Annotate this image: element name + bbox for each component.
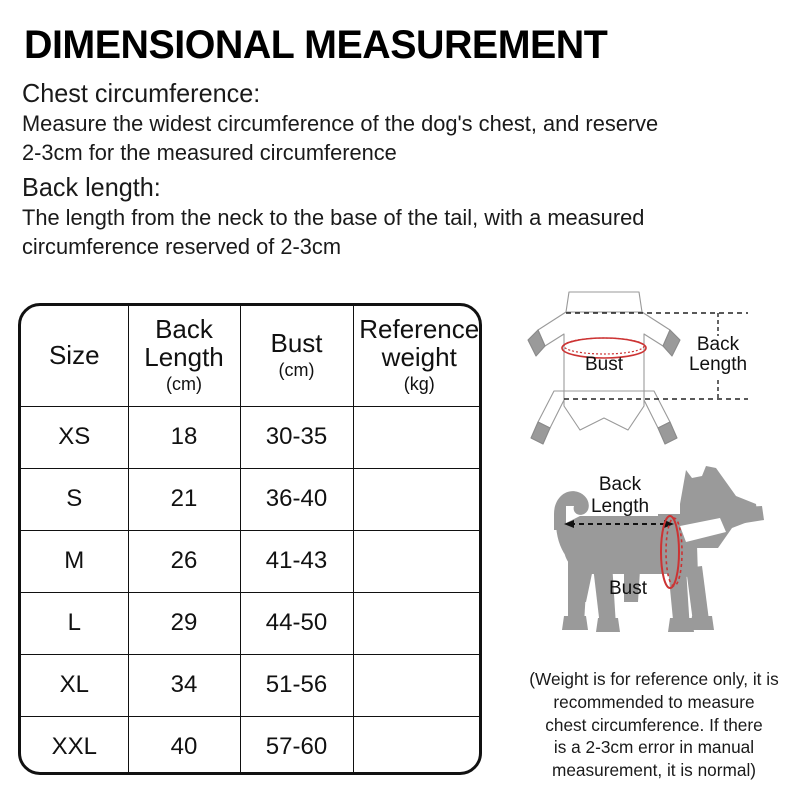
footnote-line-2: recommended to measure (553, 691, 755, 712)
table-row: L 29 44-50 (21, 591, 479, 655)
table-row: XS 18 30-35 (21, 405, 479, 469)
page-title: DIMENSIONAL MEASUREMENT (24, 23, 608, 67)
cell-back-length: 29 (127, 591, 241, 655)
dog-collar (680, 518, 726, 542)
table-row: XXL 40 57-60 (21, 715, 479, 772)
dog-rear-leg-front (592, 558, 616, 626)
dog-muzzle (726, 506, 764, 526)
garment-crotch (563, 390, 645, 431)
garment-sleeve-cuff-right (662, 329, 681, 357)
column-header-back-length-unit: (cm) (166, 374, 202, 395)
garment-bust-ellipse-dashed (563, 337, 645, 355)
garment-leg-cuff-left (530, 421, 551, 445)
back-length-line-1: The length from the neck to the base of … (22, 205, 645, 231)
garment-leg-left (537, 390, 565, 429)
column-header-reference-weight-unit: (kg) (403, 374, 435, 395)
garment-torso (537, 311, 671, 392)
chest-circumference-heading: Chest circumference: (22, 78, 261, 108)
cell-weight (352, 405, 479, 469)
dog-tail (554, 491, 589, 530)
column-header-size: Size (21, 306, 129, 407)
dog-paw-front-right (690, 616, 714, 630)
garment-leg-cuff-right (657, 421, 678, 445)
footnote-text: (Weight is for reference only, it is rec… (508, 668, 800, 782)
footnote-line-4: is a 2-3cm error in manual (553, 737, 755, 758)
table-row: M 26 41-43 (21, 529, 479, 593)
back-length-line-2: circumference reserved of 2-3cm (22, 233, 342, 259)
column-header-reference-weight-line1: Reference (359, 313, 480, 344)
dog-bust-ellipse (660, 515, 680, 589)
cell-bust: 30-35 (239, 405, 354, 469)
cell-size: L (21, 591, 129, 655)
size-chart-table: Size Back Length (cm) Bust (cm) Referenc… (18, 303, 482, 775)
dog-bust-ellipse-dashed (665, 517, 683, 587)
column-header-reference-weight: Reference weight (kg) (352, 306, 480, 407)
dog-bust-label: Bust (609, 578, 648, 599)
garment-back-length-label-line2: Length (689, 354, 747, 375)
cell-bust: 57-60 (239, 715, 354, 772)
column-header-bust-unit: (cm) (278, 360, 315, 381)
dog-front-leg-front (686, 566, 710, 630)
cell-bust: 51-56 (239, 653, 354, 717)
intro-text-block: Chest circumference: Measure the widest … (22, 78, 792, 262)
cell-bust: 41-43 (239, 529, 354, 593)
chest-circumference-line-1: Measure the widest circumference of the … (22, 110, 659, 136)
cell-weight (352, 529, 479, 593)
cell-weight (352, 715, 479, 772)
cell-bust: 36-40 (239, 467, 354, 531)
cell-bust: 44-50 (239, 591, 354, 655)
cell-weight (352, 591, 479, 655)
column-header-bust: Bust (cm) (239, 306, 354, 407)
column-header-bust-label: Bust (270, 327, 323, 358)
table-row: S 21 36-40 (21, 467, 479, 531)
cell-back-length: 18 (127, 405, 241, 469)
dog-rear-leg-back (568, 552, 588, 624)
dog-back-length-arrow-head-right (664, 520, 674, 528)
footnote-line-3: chest circumference. If there (545, 714, 763, 735)
cell-back-length: 26 (127, 529, 241, 593)
column-header-size-label: Size (48, 339, 100, 370)
cell-weight (352, 653, 479, 717)
garment-leg-right (643, 390, 671, 429)
chest-circumference-line-2: 2-3cm for the measured circumference (22, 139, 397, 165)
column-header-back-length-line1: Back (155, 313, 213, 344)
footnote-line-5: measurement, it is normal) (551, 760, 757, 780)
dog-back-length-label-line2: Length (591, 496, 649, 517)
column-header-reference-weight-line2: weight (381, 341, 457, 372)
cell-back-length: 40 (127, 715, 241, 772)
dog-measurement-diagram: Back Length Bust (520, 452, 792, 664)
garment-back-length-label-line1: Back (697, 334, 740, 355)
cell-weight (352, 467, 479, 531)
garment-collar (565, 291, 643, 313)
footnote-line-1: (Weight is for reference only, it is (529, 669, 779, 689)
cell-size: XS (21, 405, 129, 469)
cell-back-length: 34 (127, 653, 241, 717)
dog-paw-rear-right (596, 618, 620, 632)
back-length-heading: Back length: (22, 172, 161, 203)
dog-paw-front-left (668, 618, 694, 632)
garment-bust-label: Bust (585, 354, 624, 375)
cell-size: XL (21, 653, 129, 717)
column-header-back-length-line2: Length (144, 341, 224, 372)
garment-sleeve-cuff-left (527, 329, 546, 357)
garment-measurement-diagram: Bust Back Length (520, 288, 792, 454)
dog-paw-rear-left (562, 616, 588, 630)
dog-back-length-arrow-head-left (564, 520, 574, 528)
cell-back-length: 21 (127, 467, 241, 531)
table-header-row: Size Back Length (cm) Bust (cm) Referenc… (21, 306, 480, 407)
column-header-back-length: Back Length (cm) (127, 306, 241, 407)
cell-size: XXL (21, 715, 129, 772)
cell-size: M (21, 529, 129, 593)
dog-back-length-label-line1: Back (599, 474, 642, 495)
table-row: XL 34 51-56 (21, 653, 479, 717)
cell-size: S (21, 467, 129, 531)
